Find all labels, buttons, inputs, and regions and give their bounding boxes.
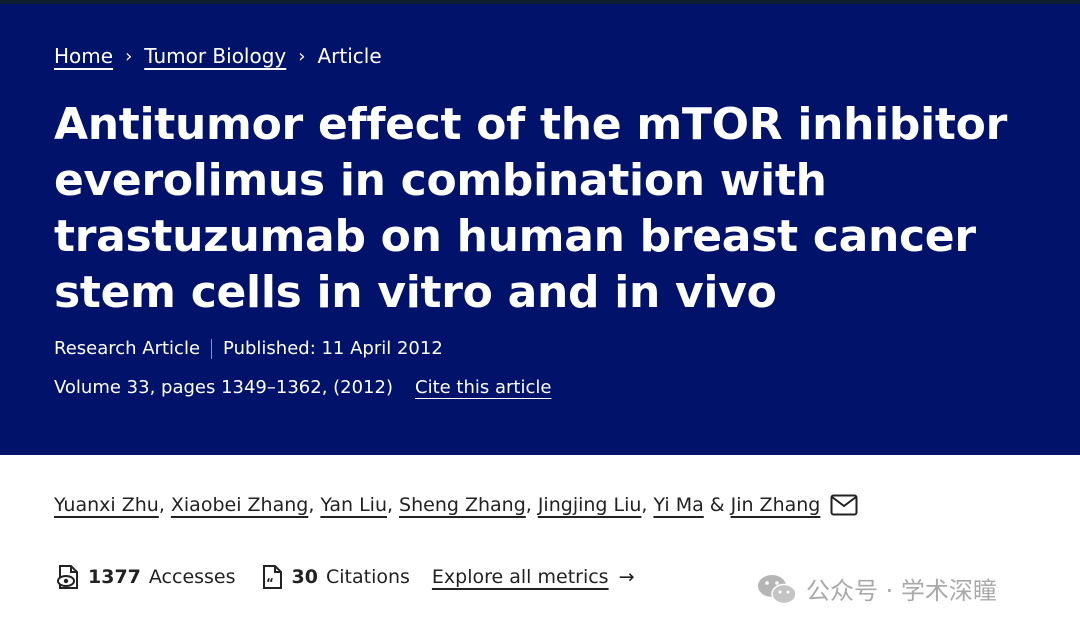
author-link[interactable]: Yuanxi Zhu xyxy=(54,494,159,516)
citations-count: 30 xyxy=(291,566,318,588)
breadcrumb-section-link[interactable]: Tumor Biology xyxy=(144,44,287,68)
author-separator: , xyxy=(525,494,532,516)
author-separator: , xyxy=(308,494,315,516)
document-quote-icon: “ xyxy=(262,565,282,590)
cite-article-link[interactable]: Cite this article xyxy=(415,377,552,398)
article-meta: Research Article Published: 11 April 201… xyxy=(54,338,443,359)
breadcrumb-home-link[interactable]: Home xyxy=(54,44,114,68)
author-separator: , xyxy=(641,494,648,516)
accesses-count: 1377 xyxy=(88,566,141,588)
author-separator: , xyxy=(386,494,394,516)
breadcrumb-current: Article xyxy=(317,44,382,68)
document-eye-icon xyxy=(57,565,78,589)
svg-text:“: “ xyxy=(266,576,274,590)
published-date: Published: 11 April 2012 xyxy=(223,338,443,359)
breadcrumb-separator: › xyxy=(298,45,306,67)
author-link[interactable]: Jingjing Liu xyxy=(537,494,642,516)
author-link[interactable]: Jin Zhang xyxy=(730,494,821,516)
author-link[interactable]: Yan Liu xyxy=(320,494,387,516)
author-list: Yuanxi Zhu, Xiaobei Zhang, Yan Liu, Shen… xyxy=(54,494,858,516)
citations-metric: “ 30 Citations xyxy=(258,563,410,591)
article-type: Research Article xyxy=(54,338,201,359)
watermark: 公众号 · 学术深瞳 xyxy=(756,571,997,606)
author-ampersand: & xyxy=(709,494,725,516)
author-separator: , xyxy=(158,494,165,516)
citations-label: Citations xyxy=(325,566,410,588)
volume-info: Volume 33, pages 1349–1362, (2012) xyxy=(54,377,393,398)
author-link[interactable]: Xiaobei Zhang xyxy=(170,494,309,516)
arrow-right-icon: → xyxy=(618,566,635,588)
explore-metrics-link[interactable]: Explore all metrics → xyxy=(432,566,635,588)
envelope-icon[interactable] xyxy=(830,494,858,516)
metrics-bar: 1377 Accesses “ 30 Citations Explore all… xyxy=(54,563,635,591)
article-header: Home › Tumor Biology › Article Antitumor… xyxy=(0,0,1080,455)
author-link[interactable]: Sheng Zhang xyxy=(399,494,526,516)
breadcrumb: Home › Tumor Biology › Article xyxy=(54,44,382,68)
explore-metrics-label: Explore all metrics xyxy=(431,566,609,588)
volume-row: Volume 33, pages 1349–1362, (2012) Cite … xyxy=(54,377,551,398)
wechat-icon xyxy=(758,574,797,604)
breadcrumb-separator: › xyxy=(125,45,133,67)
article-title: Antitumor effect of the mTOR inhibitor e… xyxy=(54,99,1007,318)
accesses-label: Accesses xyxy=(148,566,236,588)
meta-divider xyxy=(211,338,213,359)
accesses-metric: 1377 Accesses xyxy=(54,563,236,591)
author-link[interactable]: Yi Ma xyxy=(653,494,704,516)
watermark-text: 公众号 · 学术深瞳 xyxy=(806,577,997,605)
